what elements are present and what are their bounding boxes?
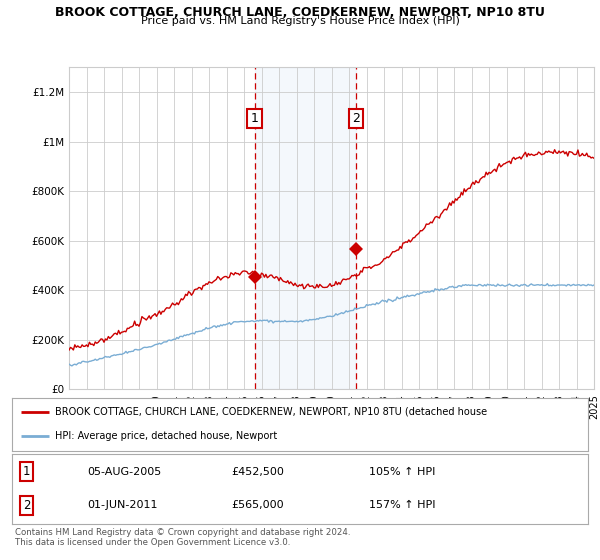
Text: 1: 1 bbox=[251, 112, 259, 125]
Text: HPI: Average price, detached house, Newport: HPI: Average price, detached house, Newp… bbox=[55, 431, 277, 441]
Text: BROOK COTTAGE, CHURCH LANE, COEDKERNEW, NEWPORT, NP10 8TU: BROOK COTTAGE, CHURCH LANE, COEDKERNEW, … bbox=[55, 6, 545, 18]
Text: Contains HM Land Registry data © Crown copyright and database right 2024.
This d: Contains HM Land Registry data © Crown c… bbox=[15, 528, 350, 547]
Text: 2: 2 bbox=[352, 112, 360, 125]
Text: 157% ↑ HPI: 157% ↑ HPI bbox=[369, 501, 436, 510]
Text: 05-AUG-2005: 05-AUG-2005 bbox=[87, 467, 161, 477]
Text: £452,500: £452,500 bbox=[231, 467, 284, 477]
Text: £565,000: £565,000 bbox=[231, 501, 284, 510]
Text: 105% ↑ HPI: 105% ↑ HPI bbox=[369, 467, 436, 477]
Text: 01-JUN-2011: 01-JUN-2011 bbox=[87, 501, 157, 510]
Text: 2: 2 bbox=[23, 499, 30, 512]
Text: BROOK COTTAGE, CHURCH LANE, COEDKERNEW, NEWPORT, NP10 8TU (detached house: BROOK COTTAGE, CHURCH LANE, COEDKERNEW, … bbox=[55, 407, 487, 417]
Text: 1: 1 bbox=[23, 465, 30, 478]
Text: Price paid vs. HM Land Registry's House Price Index (HPI): Price paid vs. HM Land Registry's House … bbox=[140, 16, 460, 26]
Bar bbox=[254, 67, 356, 389]
